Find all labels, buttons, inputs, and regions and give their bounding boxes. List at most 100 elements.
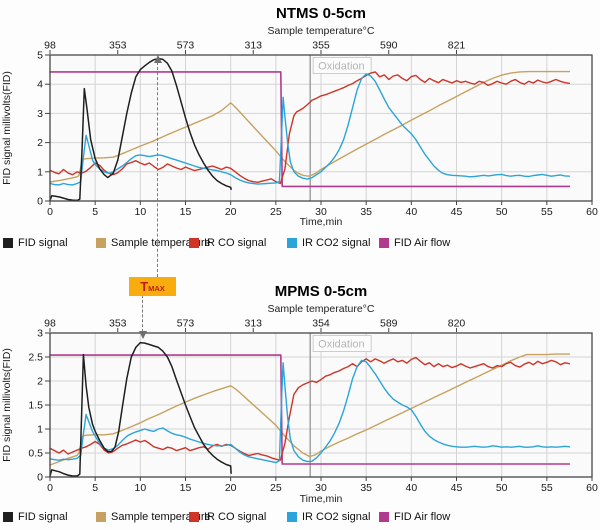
x-tick-label: 50 [496, 482, 508, 494]
x-tick-label: 5 [92, 482, 98, 494]
y-tick-label: 0 [37, 472, 43, 484]
x-tick-label: 60 [586, 206, 598, 216]
x-tick-label: 50 [496, 206, 508, 216]
top-axis-tick-label: 355 [312, 40, 330, 52]
series-lines [49, 57, 571, 202]
legend-item-ir-co-signal: IR CO signal [189, 237, 266, 249]
top-axis-tick-label: 354 [312, 318, 330, 330]
ir-co2-swatch-icon [287, 512, 297, 522]
x-tick-label: 35 [360, 482, 372, 494]
series-ir-co-signal [49, 71, 571, 185]
x-tick-label: 40 [405, 206, 417, 216]
series-fid-signal [49, 341, 232, 477]
x-tick-label: 30 [315, 482, 327, 494]
top-axis-tick-label: 820 [448, 318, 466, 330]
mpms-top-axis-title: Sample temperature°C [267, 303, 375, 315]
top-axis-tick-label: 821 [448, 40, 466, 52]
y-tick-label: 4 [37, 79, 43, 91]
top-axis-tick-label: 353 [109, 318, 127, 330]
x-tick-label: 35 [360, 206, 372, 216]
x-tick-label: 20 [225, 206, 237, 216]
x-tick-label: 45 [451, 482, 463, 494]
x-tick-label: 0 [47, 206, 53, 216]
top-temperature-axis: 98 353 573 313 354 589 820 [44, 318, 465, 332]
legend-label: IR CO signal [204, 511, 267, 523]
top-axis-tick-label: 589 [380, 318, 398, 330]
legend-label: IR CO2 signal [302, 237, 371, 249]
y-tick-label: 3 [37, 108, 43, 120]
legend-label: Sample temperature [111, 237, 211, 249]
y-tick-label: 5 [37, 50, 43, 62]
legend-label: FID Air flow [394, 511, 451, 523]
sample-temperature-swatch-icon [96, 238, 106, 248]
tmax-label-box: T MAX [129, 277, 176, 296]
y-tick-label: 2.5 [28, 352, 43, 364]
tmax-label-subscript: MAX [148, 284, 165, 294]
y-tick-label: 2 [37, 137, 43, 149]
top-axis-tick-label: 573 [177, 318, 195, 330]
series-sample-temperature [49, 353, 571, 466]
x-tick-label: 10 [134, 206, 146, 216]
fid-signal-swatch-icon [3, 238, 13, 248]
legend-item-fid-signal: FID signal [3, 237, 68, 249]
legend-label: IR CO signal [204, 237, 267, 249]
top-axis-tick-label: 313 [244, 318, 262, 330]
series-lines [49, 341, 571, 477]
top-axis-tick-label: 98 [44, 318, 56, 330]
top-axis-tick-label: 353 [109, 40, 127, 52]
fid-air-flow-swatch-icon [379, 238, 389, 248]
y-tick-label: 0.5 [28, 448, 43, 460]
series-ir-co2-signal [49, 359, 571, 464]
x-tick-label: 25 [270, 206, 282, 216]
legend-label: FID signal [18, 511, 68, 523]
legend-item-ir-co2-signal: IR CO2 signal [287, 237, 370, 249]
legend-item-ir-co-signal: IR CO signal [189, 511, 266, 523]
ir-co2-swatch-icon [287, 238, 297, 248]
x-tick-label: 30 [315, 206, 327, 216]
legend-label: IR CO2 signal [302, 511, 371, 523]
ntms-top-axis-title: Sample temperature°C [267, 25, 375, 37]
x-tick-label: 10 [134, 482, 146, 494]
fid-air-flow-swatch-icon [379, 512, 389, 522]
legend-item-sample-temperature: Sample temperature [96, 237, 211, 249]
y-axis: 0 0.5 1 1.5 2 2.5 3 [28, 328, 50, 484]
x-tick-label: 5 [92, 206, 98, 216]
fid-signal-swatch-icon [3, 512, 13, 522]
series-sample-temperature [49, 70, 571, 183]
oxidation-annotation: Oxidation [309, 333, 372, 477]
top-axis-tick-label: 590 [380, 40, 398, 52]
gridlines [50, 55, 592, 201]
top-axis-tick-label: 573 [177, 40, 195, 52]
legend-label: Sample temperature [111, 511, 211, 523]
legend-item-sample-temperature: Sample temperature [96, 511, 211, 523]
y-tick-label: 0 [37, 196, 43, 208]
series-ir-co2-signal [49, 73, 571, 186]
x-axis: 0 5 10 15 20 25 30 35 40 45 50 55 60 [47, 477, 598, 494]
legend-item-fid-air-flow: FID Air flow [379, 237, 450, 249]
x-axis: 0 5 10 15 20 25 30 35 40 45 50 55 60 [47, 201, 598, 216]
top-axis-tick-label: 313 [244, 40, 262, 52]
oxidation-label-box [312, 335, 372, 352]
x-tick-label: 55 [541, 482, 553, 494]
ntms-chart-title: NTMS 0-5cm [275, 5, 367, 22]
tmax-arrow-down-icon [138, 331, 147, 339]
oxidation-label-box [312, 57, 372, 74]
legend-item-fid-air-flow: FID Air flow [379, 511, 450, 523]
top-axis-tick-label: 98 [44, 40, 56, 52]
x-tick-label: 40 [405, 482, 417, 494]
legend-row-bottom: FID signal Sample temperature IR CO sign… [0, 511, 600, 525]
series-ir-co-signal [49, 356, 571, 461]
tmax-arrow-up-icon [153, 55, 162, 63]
mpms-x-axis-label: Time,min [299, 493, 343, 505]
oxidation-label: Oxidation [318, 339, 364, 351]
x-tick-label: 45 [451, 206, 463, 216]
ntms-x-axis-label: Time,min [299, 216, 343, 228]
gridlines [50, 333, 592, 477]
mpms-chart-title: MPMS 0-5cm [274, 283, 368, 300]
legend-item-fid-signal: FID signal [3, 511, 68, 523]
legend-row-top: FID signal Sample temperature IR CO sign… [0, 237, 600, 251]
x-tick-label: 15 [180, 206, 192, 216]
